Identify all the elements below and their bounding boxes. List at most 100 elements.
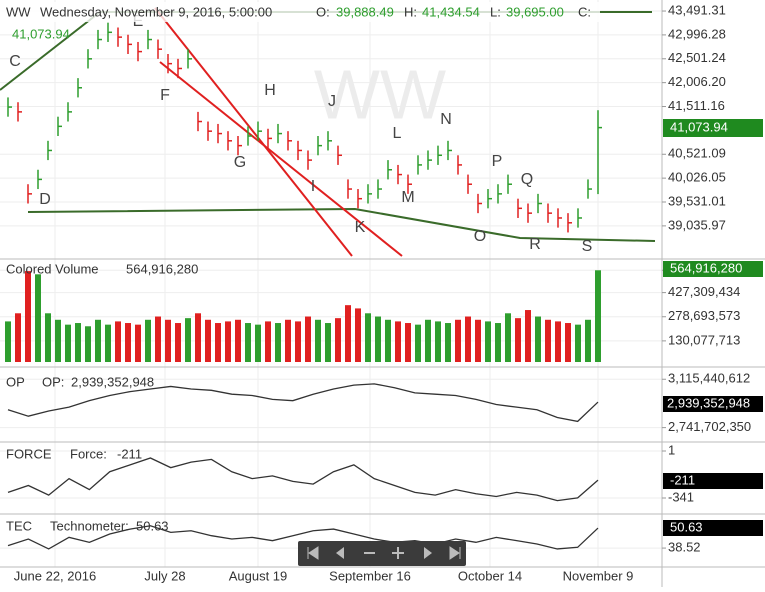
nav-zoom-in[interactable] bbox=[392, 547, 404, 559]
volume-bar bbox=[355, 308, 361, 362]
volume-bar bbox=[425, 319, 431, 362]
volume-bar bbox=[575, 324, 581, 362]
legend-name: Technometer: bbox=[50, 518, 129, 533]
volume-bar bbox=[25, 271, 31, 362]
annotation: J bbox=[328, 93, 336, 110]
ohlc-label: H: bbox=[404, 4, 417, 19]
y-tick-label: 40,521.09 bbox=[668, 146, 726, 161]
legend-value: -211 bbox=[117, 446, 142, 461]
annotation: M bbox=[401, 189, 414, 206]
ohlc-label: L: bbox=[490, 4, 501, 19]
ohlc-label: C: bbox=[578, 4, 591, 19]
volume-bar bbox=[155, 316, 161, 362]
value-box bbox=[663, 473, 763, 489]
volume-bar bbox=[275, 323, 281, 362]
indicator-line bbox=[7, 383, 599, 423]
volume-bar bbox=[195, 313, 201, 362]
annotation: D bbox=[39, 191, 51, 208]
datetime: Wednesday, November 9, 2016, 5:00:00 bbox=[40, 4, 272, 19]
symbol: WW bbox=[6, 4, 31, 19]
price-box bbox=[663, 119, 763, 137]
nav-bg bbox=[298, 541, 466, 566]
volume-bar bbox=[465, 316, 471, 362]
volume-bar bbox=[205, 319, 211, 362]
volume-bar bbox=[145, 319, 151, 362]
value-box bbox=[663, 520, 763, 536]
annotation: S bbox=[582, 238, 593, 255]
watermark: WW bbox=[314, 55, 446, 133]
annotation: C bbox=[9, 53, 21, 70]
volume-bar bbox=[345, 305, 351, 362]
volume-bar bbox=[335, 318, 341, 362]
volume-bar bbox=[325, 323, 331, 362]
volume-bar bbox=[295, 321, 301, 362]
volume-bar bbox=[285, 319, 291, 362]
volume-bar bbox=[525, 310, 531, 362]
y-tick-label: 1 bbox=[668, 442, 675, 457]
grid bbox=[0, 0, 662, 567]
nav-last[interactable] bbox=[449, 546, 461, 560]
nav-first[interactable] bbox=[307, 546, 319, 560]
volume-bar bbox=[215, 323, 221, 362]
y-tick-label: 2,741,702,350 bbox=[668, 419, 751, 434]
volume-bar bbox=[235, 319, 241, 362]
y-tick-label: 3,115,440,612 bbox=[668, 371, 750, 386]
indicator-line bbox=[7, 457, 599, 502]
y-tick-label: 43,491.31 bbox=[668, 2, 726, 17]
volume-bar bbox=[225, 321, 231, 362]
nav-next[interactable] bbox=[424, 547, 432, 559]
volume-bar bbox=[305, 316, 311, 362]
volume-bar bbox=[105, 324, 111, 362]
volume-bar bbox=[165, 319, 171, 362]
price-box-label: 41,073.94 bbox=[670, 119, 728, 134]
ohlc-label: O: bbox=[316, 4, 330, 19]
volume-bar bbox=[455, 319, 461, 362]
volume-bar bbox=[485, 321, 491, 362]
value-box-label: -211 bbox=[670, 472, 695, 487]
panel-title: Colored Volume bbox=[6, 261, 99, 276]
volume-bar bbox=[125, 323, 131, 362]
volume-bar bbox=[565, 323, 571, 362]
volume-bar bbox=[5, 321, 11, 362]
value-box-label: 564,916,280 bbox=[670, 260, 742, 275]
y-tick-label: 38.52 bbox=[668, 540, 701, 555]
volume-bar bbox=[185, 318, 191, 362]
panel-title: TEC bbox=[6, 518, 32, 533]
volume-bar bbox=[595, 270, 601, 362]
ohlc-value: 39,695.00 bbox=[506, 4, 564, 19]
y-tick-label: 278,693,573 bbox=[668, 308, 740, 323]
annotation: H bbox=[264, 82, 276, 99]
volume-bar bbox=[385, 319, 391, 362]
x-tick-label: November 9 bbox=[563, 568, 634, 583]
y-tick-label: 40,026.05 bbox=[668, 170, 726, 185]
y-tick-label: 130,077,713 bbox=[668, 332, 740, 347]
x-tick-label: October 14 bbox=[458, 568, 522, 583]
x-tick-label: August 19 bbox=[229, 568, 288, 583]
value-box bbox=[663, 261, 763, 277]
y-tick-label: 427,309,434 bbox=[668, 284, 740, 299]
annotation: P bbox=[492, 153, 503, 170]
header-bg bbox=[0, 2, 600, 22]
volume-bar bbox=[535, 316, 541, 362]
volume-bar bbox=[255, 324, 261, 362]
volume-bar bbox=[365, 313, 371, 362]
nav-prev[interactable] bbox=[336, 547, 344, 559]
volume-bar bbox=[515, 318, 521, 362]
x-tick-label: September 16 bbox=[329, 568, 411, 583]
volume-bar bbox=[585, 319, 591, 362]
ohlc-value: 39,888.49 bbox=[336, 4, 394, 19]
volume-bar bbox=[35, 274, 41, 362]
volume-bar bbox=[135, 324, 141, 362]
volume-bar bbox=[505, 313, 511, 362]
channel-line bbox=[159, 61, 403, 257]
volume-bar bbox=[545, 319, 551, 362]
y-tick-label: 42,501.24 bbox=[668, 50, 726, 65]
y-tick-label: 41,511.16 bbox=[668, 98, 725, 113]
annotation: N bbox=[440, 111, 452, 128]
y-tick-label: 42,996.28 bbox=[668, 26, 726, 41]
annotation: F bbox=[160, 87, 170, 104]
panel-title: FORCE bbox=[6, 446, 52, 461]
legend-value: 2,939,352,948 bbox=[71, 374, 154, 389]
y-tick-label: 39,035.97 bbox=[668, 217, 726, 232]
